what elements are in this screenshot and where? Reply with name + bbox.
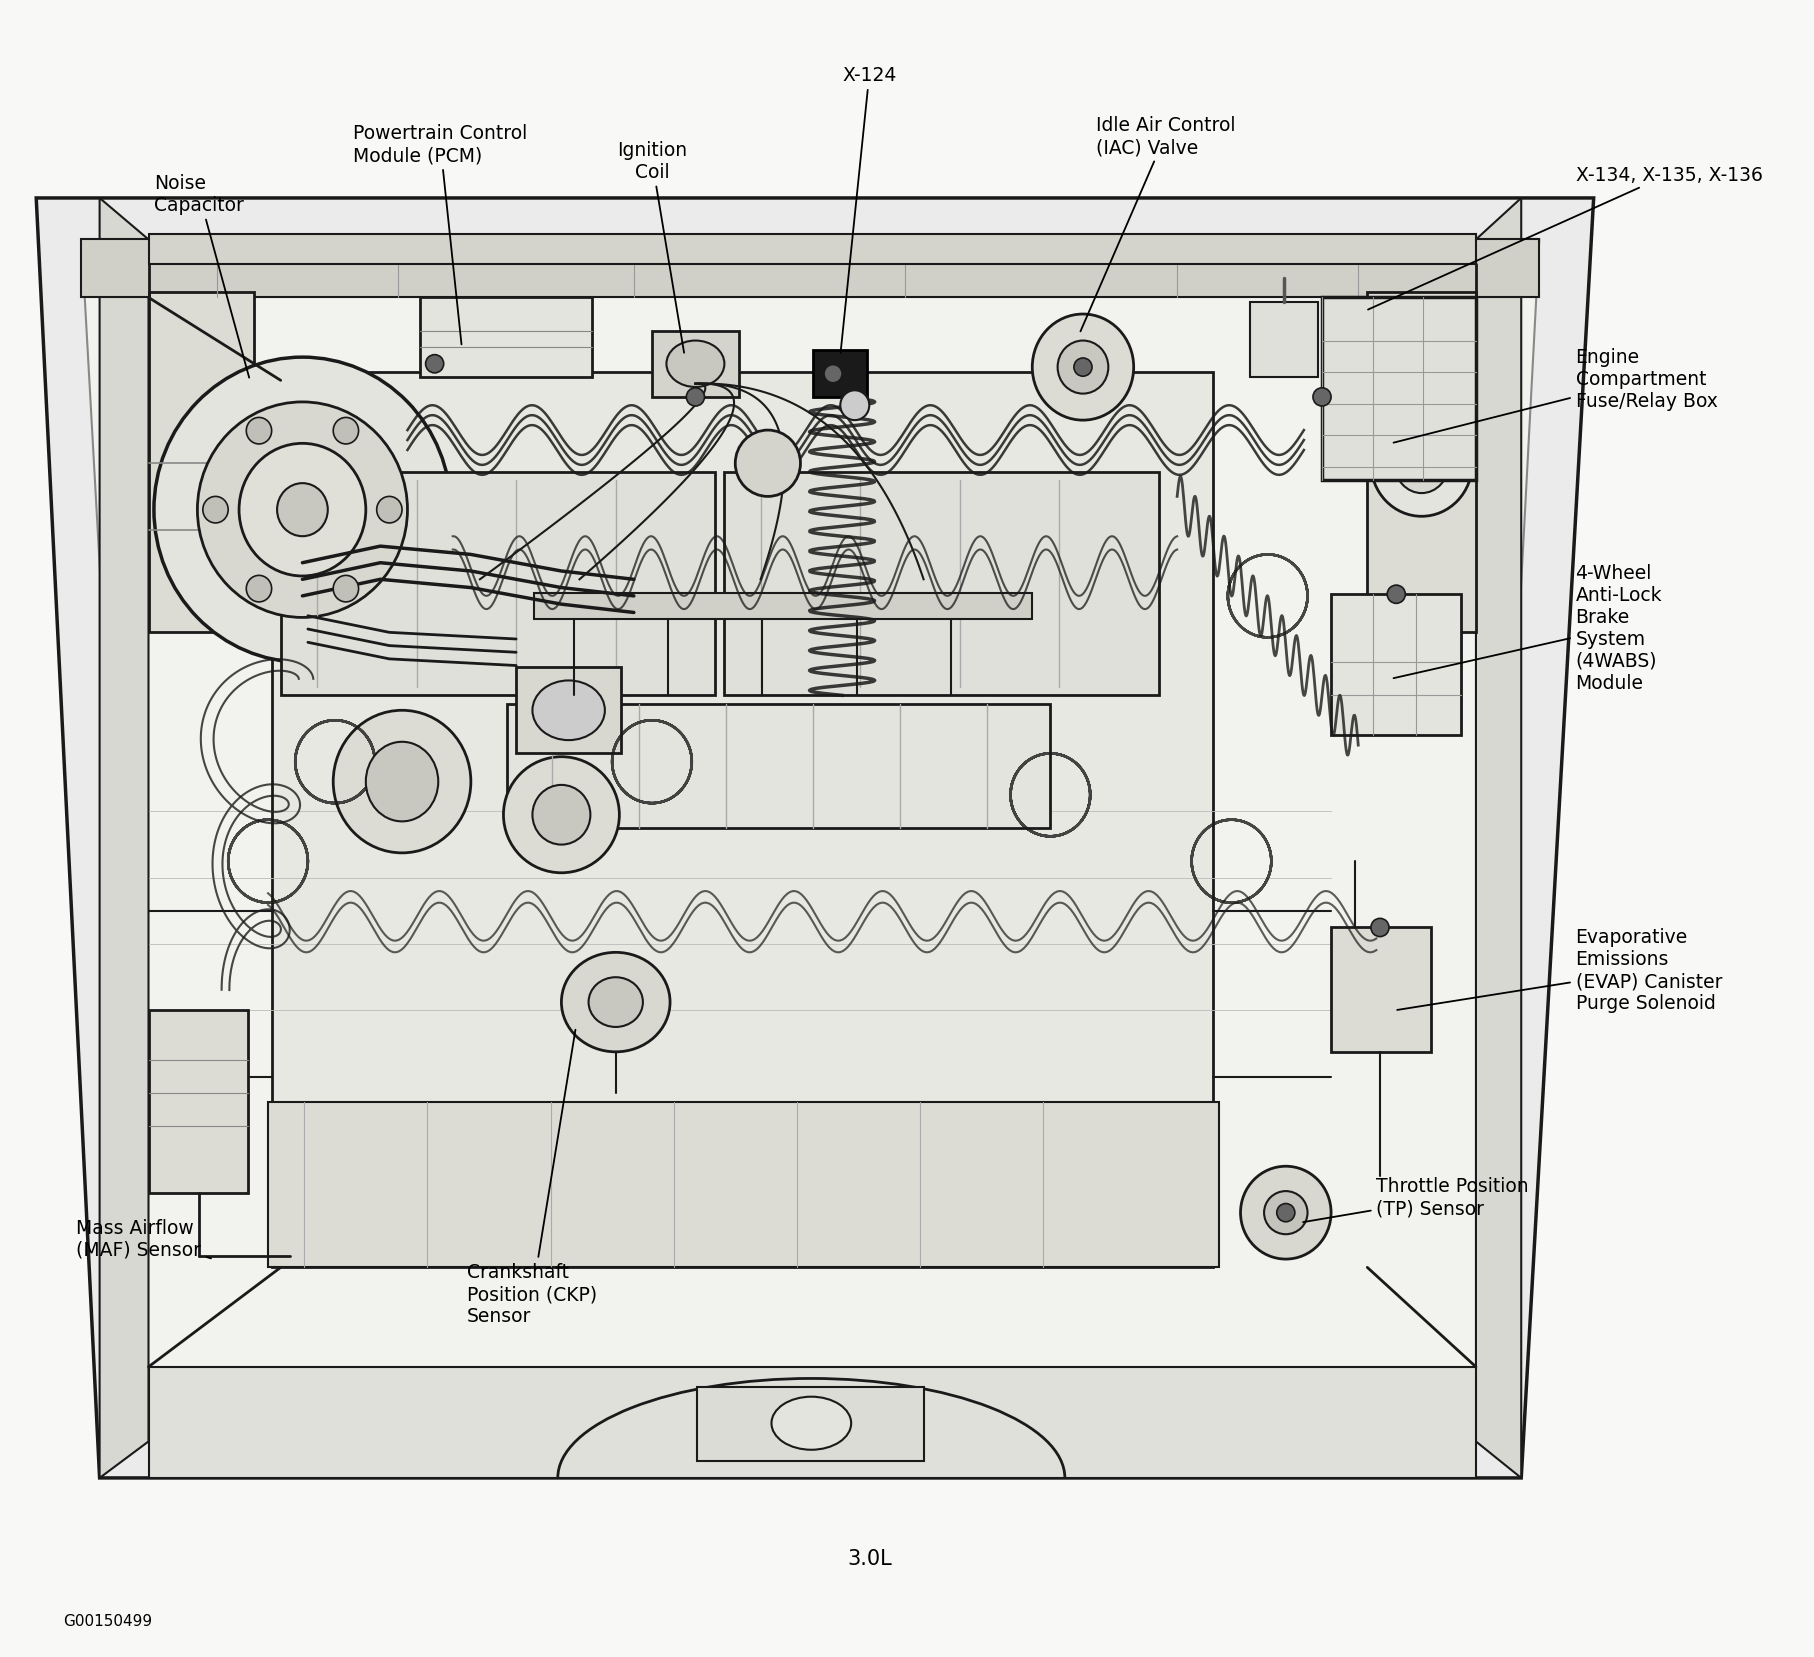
Bar — [419, 298, 591, 378]
Polygon shape — [149, 1367, 1475, 1478]
Ellipse shape — [1239, 1167, 1330, 1259]
Ellipse shape — [334, 577, 359, 603]
Ellipse shape — [334, 711, 470, 853]
Ellipse shape — [735, 431, 800, 497]
Bar — [651, 331, 738, 398]
Bar — [813, 351, 867, 398]
Bar — [149, 293, 254, 633]
Text: Ignition
Coil: Ignition Coil — [617, 141, 688, 353]
Ellipse shape — [424, 356, 443, 374]
Bar — [724, 472, 1159, 696]
Bar — [515, 668, 620, 754]
Bar — [1330, 928, 1429, 1052]
Bar — [268, 1102, 1219, 1268]
Ellipse shape — [1393, 434, 1448, 494]
Ellipse shape — [771, 1397, 851, 1450]
Ellipse shape — [239, 444, 366, 577]
Ellipse shape — [203, 497, 229, 524]
Bar — [506, 704, 1050, 828]
Text: X-124: X-124 — [840, 66, 896, 353]
Text: 4-Wheel
Anti-Lock
Brake
System
(4WABS)
Module: 4-Wheel Anti-Lock Brake System (4WABS) M… — [1393, 563, 1662, 693]
Ellipse shape — [561, 953, 669, 1052]
Bar — [272, 373, 1214, 1268]
Ellipse shape — [1370, 411, 1471, 517]
Text: Mass Airflow
(MAF) Sensor: Mass Airflow (MAF) Sensor — [76, 1218, 210, 1259]
Bar — [149, 235, 1475, 265]
Polygon shape — [1475, 199, 1520, 1478]
Ellipse shape — [1386, 585, 1404, 605]
Ellipse shape — [686, 389, 704, 406]
Ellipse shape — [1370, 918, 1388, 938]
Bar — [697, 1387, 923, 1461]
Ellipse shape — [502, 757, 619, 873]
Bar — [82, 240, 1538, 298]
Bar — [1321, 298, 1475, 481]
Text: Engine
Compartment
Fuse/Relay Box: Engine Compartment Fuse/Relay Box — [1393, 348, 1716, 444]
Text: Evaporative
Emissions
(EVAP) Canister
Purge Solenoid: Evaporative Emissions (EVAP) Canister Pu… — [1397, 928, 1721, 1012]
Text: Throttle Position
(TP) Sensor: Throttle Position (TP) Sensor — [1302, 1176, 1527, 1223]
Ellipse shape — [666, 341, 724, 388]
Bar — [149, 1011, 249, 1193]
Ellipse shape — [824, 365, 842, 383]
Ellipse shape — [532, 785, 590, 845]
Ellipse shape — [532, 681, 604, 741]
Ellipse shape — [154, 358, 450, 663]
Ellipse shape — [840, 391, 869, 421]
Text: 3.0L: 3.0L — [847, 1548, 891, 1568]
Ellipse shape — [278, 484, 328, 537]
Bar — [533, 593, 1032, 620]
Ellipse shape — [1263, 1191, 1306, 1234]
Ellipse shape — [1312, 389, 1330, 406]
Bar — [1248, 303, 1317, 378]
Ellipse shape — [247, 418, 272, 444]
Text: Crankshaft
Position (CKP)
Sensor: Crankshaft Position (CKP) Sensor — [466, 1031, 597, 1326]
Bar — [1366, 293, 1475, 633]
Ellipse shape — [1074, 360, 1092, 378]
Bar — [281, 472, 715, 696]
Polygon shape — [82, 240, 1538, 1442]
Ellipse shape — [588, 978, 642, 1027]
Text: X-134, X-135, X-136: X-134, X-135, X-136 — [1368, 166, 1761, 310]
Ellipse shape — [377, 497, 403, 524]
Polygon shape — [100, 199, 149, 1478]
Bar — [1330, 595, 1460, 736]
Ellipse shape — [334, 418, 359, 444]
Ellipse shape — [1032, 315, 1134, 421]
Text: Noise
Capacitor: Noise Capacitor — [154, 174, 249, 378]
Text: G00150499: G00150499 — [63, 1612, 152, 1629]
Ellipse shape — [1058, 341, 1108, 394]
Ellipse shape — [366, 742, 437, 822]
Ellipse shape — [247, 577, 272, 603]
Text: Idle Air Control
(IAC) Valve: Idle Air Control (IAC) Valve — [1079, 116, 1235, 331]
Ellipse shape — [1275, 1203, 1293, 1223]
Polygon shape — [36, 199, 1593, 1478]
Text: Powertrain Control
Module (PCM): Powertrain Control Module (PCM) — [354, 124, 528, 345]
Ellipse shape — [198, 403, 408, 618]
